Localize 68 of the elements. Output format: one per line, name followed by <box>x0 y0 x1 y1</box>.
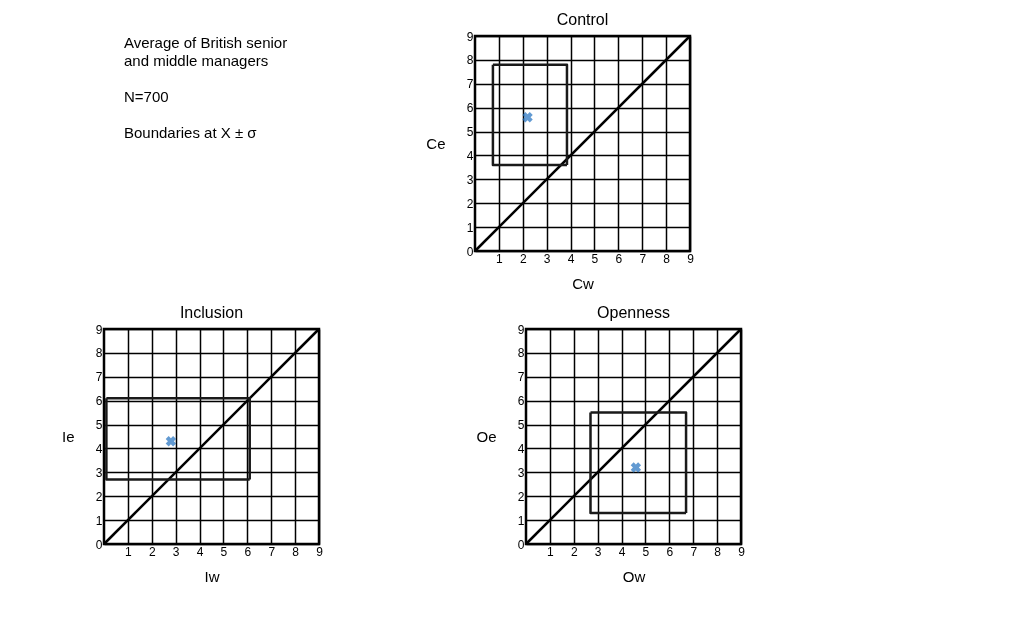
y-tick-label: 2 <box>466 196 474 211</box>
y-axis-title: Oe <box>476 428 497 445</box>
x-tick-label: 4 <box>618 544 626 559</box>
x-tick-label: 5 <box>591 251 599 266</box>
y-axis-title: Ce <box>426 135 446 152</box>
y-tick-label: 4 <box>95 441 103 456</box>
x-tick-label: 7 <box>639 251 647 266</box>
x-tick-label: 1 <box>547 544 555 559</box>
y-tick-label: 6 <box>466 101 474 116</box>
y-tick-label: 6 <box>95 394 103 409</box>
x-tick-label: 9 <box>687 251 695 266</box>
chart-title: Inclusion <box>179 304 244 321</box>
text: Boundaries at X ± σ <box>124 123 258 141</box>
x-tick-label: 5 <box>220 544 228 559</box>
chart-title: Control <box>556 11 609 28</box>
y-tick-label: 8 <box>95 346 103 361</box>
y-axis-title: Ie <box>61 428 75 445</box>
y-tick-label: 0 <box>95 537 103 552</box>
text: Average of British senior and middle managers <box>124 34 288 69</box>
x-tick-label: 3 <box>543 251 551 266</box>
x-tick-label: 3 <box>172 544 180 559</box>
y-tick-label: 1 <box>95 513 103 528</box>
x-tick-label: 8 <box>714 544 722 559</box>
y-tick-label: 0 <box>466 244 474 259</box>
y-tick-label: 3 <box>95 465 103 480</box>
x-tick-label: 2 <box>148 544 156 559</box>
x-tick-label: 5 <box>642 544 650 559</box>
y-tick-label: 7 <box>95 370 103 385</box>
x-tick-label: 8 <box>292 544 300 559</box>
x-tick-label: 1 <box>125 544 133 559</box>
y-tick-label: 7 <box>466 77 474 92</box>
y-tick-label: 9 <box>517 322 525 337</box>
x-tick-label: 7 <box>690 544 698 559</box>
y-tick-label: 3 <box>466 172 474 187</box>
y-tick-label: 4 <box>517 441 525 456</box>
y-tick-label: 5 <box>466 125 474 140</box>
x-tick-label: 9 <box>738 544 746 559</box>
text: N=700 <box>124 87 169 105</box>
y-tick-label: 5 <box>517 418 525 433</box>
x-tick-label: 7 <box>268 544 276 559</box>
y-tick-label: 9 <box>95 322 103 337</box>
y-tick-label: 3 <box>517 465 525 480</box>
x-tick-label: 2 <box>570 544 578 559</box>
x-tick-label: 3 <box>594 544 602 559</box>
x-tick-label: 6 <box>666 544 674 559</box>
x-tick-label: 4 <box>567 251 575 266</box>
chart-title: Openness <box>597 304 670 321</box>
y-tick-label: 2 <box>517 489 525 504</box>
y-tick-label: 8 <box>517 346 525 361</box>
y-tick-label: 0 <box>517 537 525 552</box>
y-tick-label: 5 <box>95 418 103 433</box>
x-tick-label: 1 <box>496 251 504 266</box>
x-axis-title: Cw <box>572 274 594 292</box>
y-tick-label: 2 <box>95 489 103 504</box>
y-tick-label: 1 <box>466 220 474 235</box>
y-tick-label: 7 <box>517 370 525 385</box>
y-tick-label: 4 <box>466 148 474 163</box>
x-axis-title: Iw <box>204 567 220 585</box>
x-tick-label: 6 <box>244 544 252 559</box>
y-tick-label: 8 <box>466 53 474 68</box>
y-tick-label: 6 <box>517 394 525 409</box>
x-tick-label: 4 <box>196 544 204 559</box>
x-axis-title: Ow <box>622 567 646 585</box>
y-tick-label: 1 <box>517 513 525 528</box>
x-tick-label: 9 <box>316 544 324 559</box>
x-tick-label: 8 <box>663 251 671 266</box>
x-tick-label: 6 <box>615 251 623 266</box>
y-tick-label: 9 <box>466 29 474 44</box>
